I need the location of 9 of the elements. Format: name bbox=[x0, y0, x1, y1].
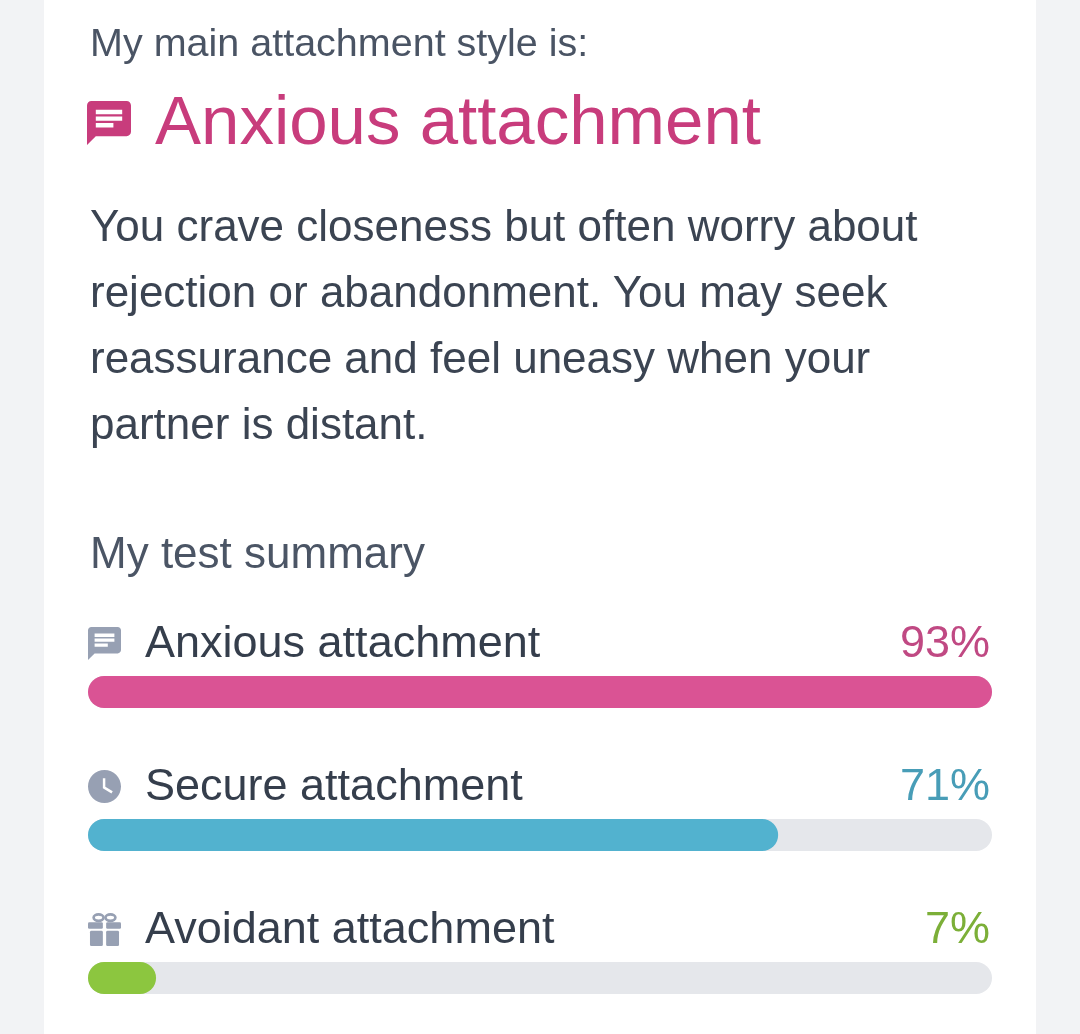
text: You crave closeness but often worry about rejection or abandonment. You may seek reassurance and feel uneasy when your partner is distant. bbox=[90, 201, 918, 448]
y-tick-label: Secure attachment bbox=[145, 759, 524, 810]
data-label: 7% bbox=[924, 902, 990, 953]
y-tick-label: Anxious attachment bbox=[145, 616, 541, 667]
chart-title: My test summary bbox=[90, 528, 425, 577]
y-tick-label: Avoidant attachment bbox=[145, 902, 555, 953]
text: My main attachment style is: bbox=[90, 20, 589, 64]
data-label: 71% bbox=[899, 759, 990, 810]
data-label: 93% bbox=[899, 616, 990, 667]
